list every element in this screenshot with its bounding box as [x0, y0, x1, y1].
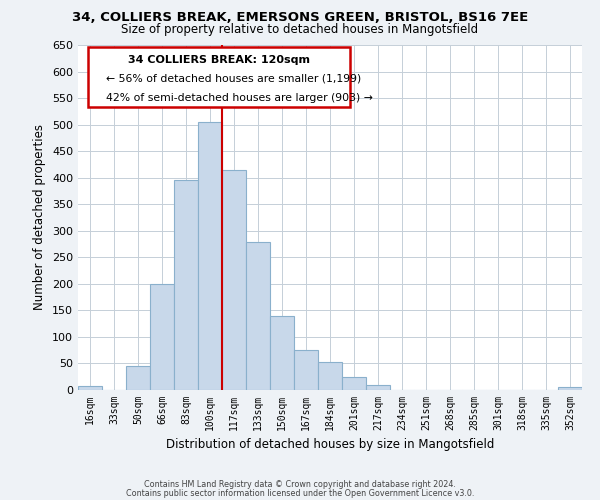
Bar: [294, 350, 318, 390]
Bar: [558, 388, 582, 390]
Text: Size of property relative to detached houses in Mangotsfield: Size of property relative to detached ho…: [121, 22, 479, 36]
Bar: [366, 384, 390, 390]
Y-axis label: Number of detached properties: Number of detached properties: [34, 124, 46, 310]
Bar: [78, 386, 102, 390]
Bar: [246, 242, 270, 390]
Bar: [198, 122, 222, 390]
Bar: [174, 180, 198, 390]
Bar: [342, 376, 366, 390]
FancyBboxPatch shape: [88, 46, 350, 107]
X-axis label: Distribution of detached houses by size in Mangotsfield: Distribution of detached houses by size …: [166, 438, 494, 452]
Bar: [126, 366, 150, 390]
Text: Contains public sector information licensed under the Open Government Licence v3: Contains public sector information licen…: [126, 488, 474, 498]
Text: 34 COLLIERS BREAK: 120sqm: 34 COLLIERS BREAK: 120sqm: [128, 56, 310, 66]
Text: Contains HM Land Registry data © Crown copyright and database right 2024.: Contains HM Land Registry data © Crown c…: [144, 480, 456, 489]
Bar: [222, 170, 246, 390]
Bar: [270, 316, 294, 390]
Text: 34, COLLIERS BREAK, EMERSONS GREEN, BRISTOL, BS16 7EE: 34, COLLIERS BREAK, EMERSONS GREEN, BRIS…: [72, 11, 528, 24]
Text: ← 56% of detached houses are smaller (1,199): ← 56% of detached houses are smaller (1,…: [106, 74, 361, 84]
Text: 42% of semi-detached houses are larger (903) →: 42% of semi-detached houses are larger (…: [106, 92, 373, 102]
Bar: [150, 284, 174, 390]
Bar: [318, 362, 342, 390]
